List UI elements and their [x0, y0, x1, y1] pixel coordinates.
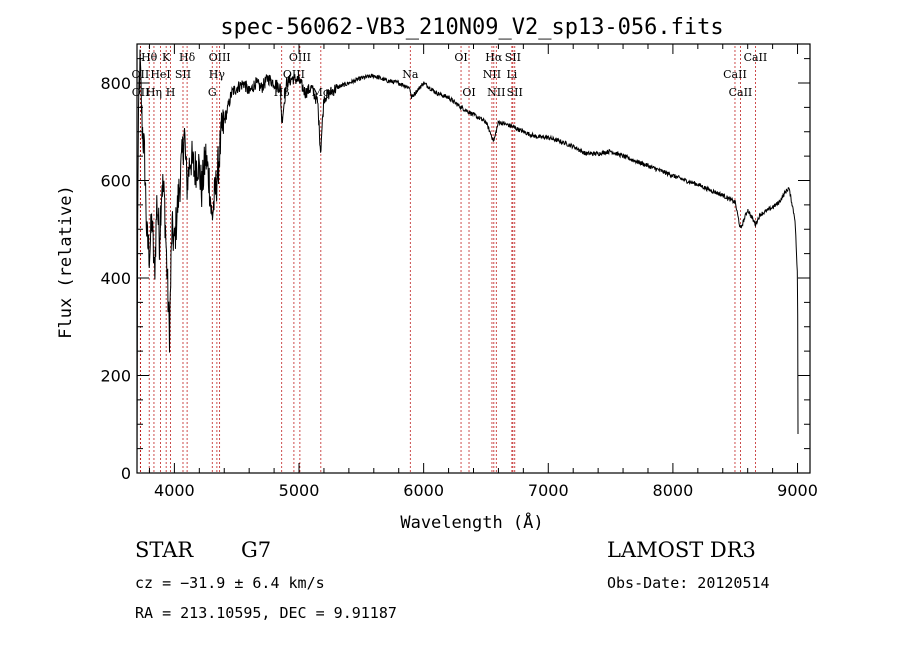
absorption-line-label: Li [506, 68, 517, 81]
absorption-line-label: H [166, 86, 176, 99]
absorption-line-label: OII [132, 86, 150, 99]
y-axis-label: Flux (relative) [56, 185, 76, 339]
x-tick-label: 6000 [403, 481, 444, 500]
absorption-line-label: G [208, 86, 217, 99]
absorption-line-label: OI [462, 86, 475, 99]
plot-frame [136, 43, 811, 474]
absorption-line-label: Hθ [141, 51, 158, 64]
absorption-line-label: Na [402, 68, 419, 81]
absorption-line-label: CaII [723, 68, 747, 81]
absorption-line-label: Hα [485, 51, 503, 64]
x-tick-label: 4000 [154, 481, 195, 500]
absorption-line-label: OIII [289, 51, 311, 64]
absorption-line-label: OI [454, 51, 467, 64]
absorption-line-label: NII [483, 68, 501, 81]
object-class: STAR [135, 538, 194, 562]
absorption-line-label: NII [487, 86, 505, 99]
x-tick-label: 7000 [528, 481, 569, 500]
x-tick-label: 9000 [777, 481, 818, 500]
x-tick-label: 5000 [279, 481, 320, 500]
absorption-line-label: Hγ [209, 68, 226, 81]
y-tick-label: 600 [100, 172, 131, 191]
absorption-line-label: SII [507, 86, 523, 99]
object-subclass: G7 [241, 538, 272, 562]
spectrum-trace [136, 49, 799, 474]
absorption-line-label: CaII [744, 51, 768, 64]
absorption-line-label: HeI [150, 68, 170, 81]
absorption-line-markers [139, 46, 756, 473]
survey-name: LAMOST DR3 [607, 538, 756, 562]
absorption-line-label: K [162, 51, 171, 64]
x-tick-label: 8000 [653, 481, 694, 500]
absorption-line-label: SII [505, 51, 521, 64]
y-tick-label: 200 [100, 367, 131, 386]
y-tick-label: 0 [121, 464, 131, 483]
absorption-line-label: OIII [209, 51, 231, 64]
y-tick-label: 400 [100, 269, 131, 288]
absorption-line-label: CaII [729, 86, 753, 99]
coordinates: RA = 213.10595, DEC = 9.91187 [135, 604, 397, 622]
axis-ticks: 4000 5000 6000 7000 8000 9000 0 200 400 600 800 [100, 44, 818, 500]
obs-date: Obs-Date: 20120514 [607, 574, 770, 592]
y-tick-label: 800 [100, 74, 131, 93]
absorption-line-label: Hη [146, 86, 162, 99]
absorption-line-label: SII [175, 68, 191, 81]
x-axis-label: Wavelength (Å) [400, 511, 543, 533]
absorption-line-label: Hδ [179, 51, 196, 64]
chart-title: spec-56062-VB3_210N09_V2_sp13-056.fits [220, 15, 723, 40]
redshift-readout: cz = −31.9 ± 6.4 km/s [135, 574, 325, 592]
